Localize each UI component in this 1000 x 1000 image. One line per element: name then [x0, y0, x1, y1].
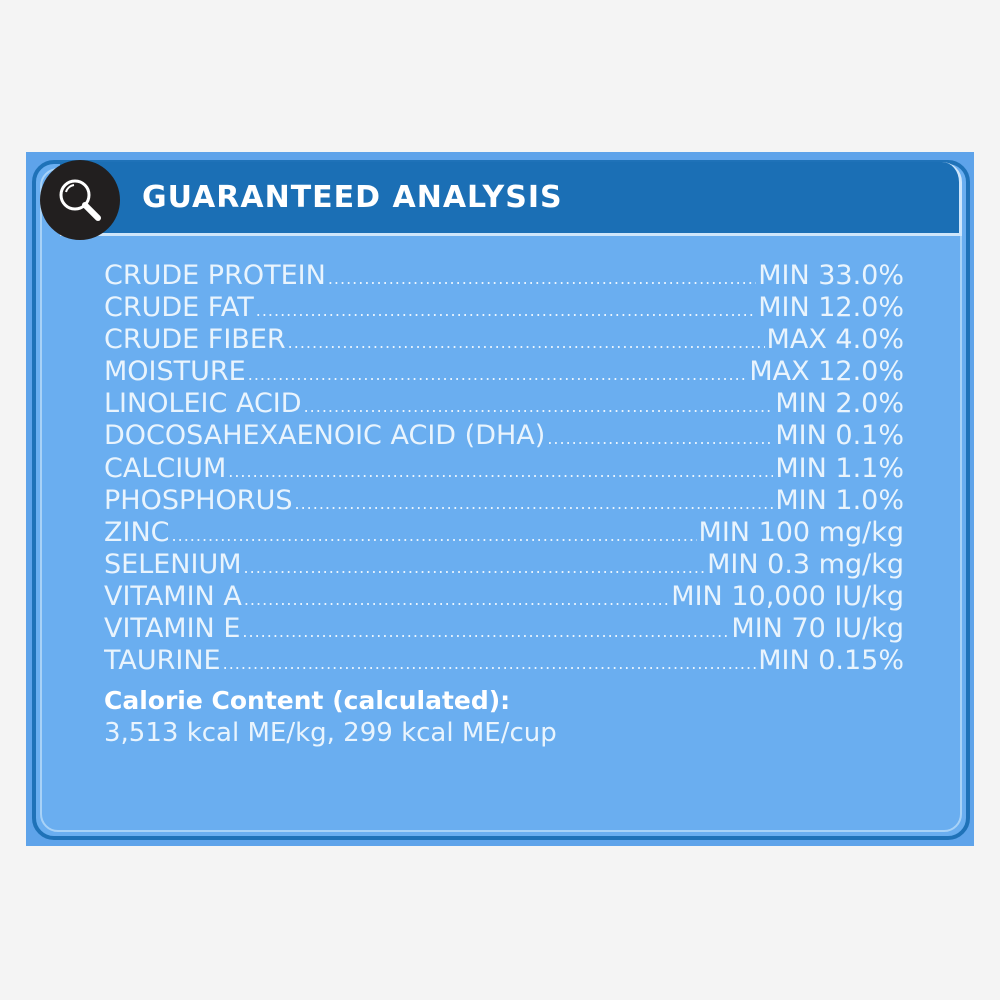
leader-dots: [242, 622, 729, 641]
row-label: MOISTURE: [104, 356, 246, 388]
row-value: MIN 1.1%: [775, 452, 904, 484]
row-label: VITAMIN A: [104, 580, 242, 612]
row-label: CRUDE FIBER: [104, 324, 286, 356]
analysis-row-dha: DOCOSAHEXAENOIC ACID (DHA) MIN 0.1%: [104, 420, 904, 452]
leader-dots: [248, 365, 748, 384]
row-label: DOCOSAHEXAENOIC ACID (DHA): [104, 420, 546, 452]
analysis-row-crude-fat: CRUDE FAT MIN 12.0%: [104, 292, 904, 324]
row-value: MIN 2.0%: [775, 388, 904, 420]
header-bar: [60, 162, 962, 236]
analysis-row-selenium: SELENIUM MIN 0.3 mg/kg: [104, 549, 904, 581]
leader-dots: [256, 301, 756, 320]
row-label: CALCIUM: [104, 452, 227, 484]
row-label: TAURINE: [104, 645, 221, 677]
row-value: MIN 70 IU/kg: [731, 613, 904, 645]
leader-dots: [223, 654, 757, 673]
analysis-row-vitamin-e: VITAMIN E MIN 70 IU/kg: [104, 613, 904, 645]
analysis-row-zinc: ZINC MIN 100 mg/kg: [104, 517, 904, 549]
row-value: MIN 0.1%: [775, 420, 904, 452]
row-value: MIN 33.0%: [758, 260, 904, 291]
row-value: MIN 0.3 mg/kg: [707, 548, 904, 580]
leader-dots: [288, 333, 765, 352]
magnifier-icon: [40, 160, 120, 240]
row-value: MIN 12.0%: [758, 292, 904, 324]
leader-dots: [244, 590, 669, 609]
analysis-row-moisture: MOISTURE MAX 12.0%: [104, 356, 904, 388]
leader-dots: [228, 462, 773, 481]
analysis-row-calcium: CALCIUM MIN 1.1%: [104, 453, 904, 485]
row-value: MIN 1.0%: [775, 484, 904, 516]
analysis-row-taurine: TAURINE MIN 0.15%: [104, 645, 904, 677]
leader-dots: [294, 494, 773, 513]
analysis-row-linoleic-acid: LINOLEIC ACID MIN 2.0%: [104, 388, 904, 420]
analysis-row-crude-protein: CRUDE PROTEIN MIN 33.0%: [104, 260, 904, 292]
leader-dots: [172, 526, 697, 545]
row-label: ZINC: [104, 516, 170, 548]
row-label: CRUDE PROTEIN: [104, 260, 326, 291]
leader-dots: [547, 429, 773, 448]
leader-dots: [304, 397, 774, 416]
row-label: SELENIUM: [104, 548, 242, 580]
row-value: MIN 100 mg/kg: [698, 516, 904, 548]
row-label: CRUDE FAT: [104, 292, 254, 324]
row-value: MIN 0.15%: [758, 645, 904, 677]
analysis-row-phosphorus: PHOSPHORUS MIN 1.0%: [104, 485, 904, 517]
analysis-row-crude-fiber: CRUDE FIBER MAX 4.0%: [104, 324, 904, 356]
row-label: VITAMIN E: [104, 613, 241, 645]
calorie-content-title: Calorie Content (calculated):: [104, 686, 511, 715]
leader-dots: [328, 269, 756, 288]
analysis-row-vitamin-a: VITAMIN A MIN 10,000 IU/kg: [104, 581, 904, 613]
calorie-content-value: 3,513 kcal ME/kg, 299 kcal ME/cup: [104, 718, 557, 748]
row-value: MAX 4.0%: [766, 324, 904, 356]
header-title: GUARANTEED ANALYSIS: [142, 180, 563, 215]
row-value: MAX 12.0%: [749, 356, 904, 388]
row-label: LINOLEIC ACID: [104, 388, 302, 420]
analysis-list: CRUDE PROTEIN MIN 33.0% CRUDE FAT MIN 12.0…: [104, 260, 904, 677]
row-label: PHOSPHORUS: [104, 484, 293, 516]
row-value: MIN 10,000 IU/kg: [671, 580, 904, 612]
leader-dots: [244, 558, 706, 577]
